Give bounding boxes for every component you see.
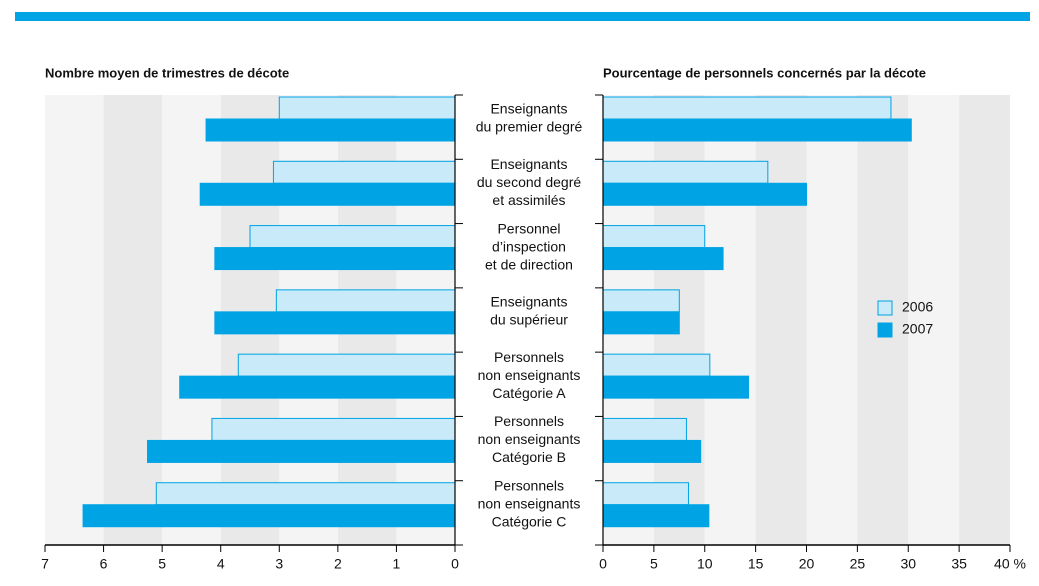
x-tick-label: 40 % (994, 556, 1026, 572)
x-tick-label: 3 (275, 556, 283, 572)
bar (278, 96, 456, 120)
background-band (103, 95, 163, 545)
category-label: non enseignants (478, 431, 581, 447)
x-tick-label: 5 (650, 556, 658, 572)
category-label: non enseignants (478, 495, 581, 511)
bar (602, 504, 710, 528)
category-label: Catégorie B (492, 449, 566, 465)
category-label: du supérieur (490, 312, 568, 328)
x-tick-label: 5 (158, 556, 166, 572)
right-title: Pourcentage de personnels concernés par … (603, 65, 926, 80)
legend-swatch (877, 322, 893, 338)
bar (602, 417, 687, 441)
bar (155, 482, 456, 506)
bar (602, 182, 807, 206)
category-label: Personnels (494, 413, 564, 429)
x-tick-label: 25 (850, 556, 866, 572)
bar (179, 375, 456, 399)
bar (272, 160, 456, 184)
x-tick-label: 0 (451, 556, 459, 572)
bar (199, 182, 456, 206)
bar (275, 289, 456, 313)
category-label: Personnels (494, 349, 564, 365)
x-tick-label: 35 (951, 556, 967, 572)
bar (602, 96, 892, 120)
legend-label: 2007 (902, 321, 933, 337)
x-tick-label: 20 (799, 556, 815, 572)
background-band (959, 95, 1010, 545)
bar (237, 353, 456, 377)
background-band (45, 95, 104, 545)
category-label: Enseignants (490, 101, 567, 117)
legend-label: 2006 (902, 299, 933, 315)
bar (602, 225, 706, 249)
bar (602, 439, 702, 463)
bar (602, 375, 750, 399)
category-label: et assimilés (492, 192, 565, 208)
x-tick-label: 2 (334, 556, 342, 572)
category-label: du premier degré (476, 119, 583, 135)
top-band (15, 12, 1030, 21)
bar (147, 439, 456, 463)
category-label: Enseignants (490, 156, 567, 172)
category-label: non enseignants (478, 367, 581, 383)
bar (214, 247, 456, 271)
category-label: Catégorie C (492, 513, 567, 529)
category-label: d’inspection (492, 238, 566, 254)
bar (602, 247, 724, 271)
background-band (162, 95, 221, 545)
category-label: et de direction (485, 256, 573, 272)
bar (602, 311, 680, 335)
bar (214, 311, 456, 335)
bar (602, 289, 680, 313)
x-tick-label: 7 (41, 556, 49, 572)
bar (211, 417, 456, 441)
background-band (806, 95, 858, 545)
x-tick-label: 15 (748, 556, 764, 572)
background-band (908, 95, 960, 545)
background-band (857, 95, 909, 545)
bar (205, 118, 456, 142)
bar (602, 353, 711, 377)
left-title: Nombre moyen de trimestres de décote (45, 65, 289, 80)
category-label: Personnel (497, 220, 560, 236)
category-label: Enseignants (490, 294, 567, 310)
legend-swatch (877, 300, 893, 316)
x-tick-label: 1 (393, 556, 401, 572)
x-tick-label: 30 (900, 556, 916, 572)
bar (602, 160, 769, 184)
x-tick-label: 0 (599, 556, 607, 572)
x-tick-label: 10 (697, 556, 713, 572)
category-label: Catégorie A (492, 385, 566, 401)
category-label: Personnels (494, 477, 564, 493)
bar (82, 504, 456, 528)
category-label: du second degré (477, 174, 582, 190)
bar (602, 118, 912, 142)
bar (602, 482, 689, 506)
bar (249, 225, 456, 249)
x-tick-label: 6 (100, 556, 108, 572)
x-tick-label: 4 (217, 556, 225, 572)
